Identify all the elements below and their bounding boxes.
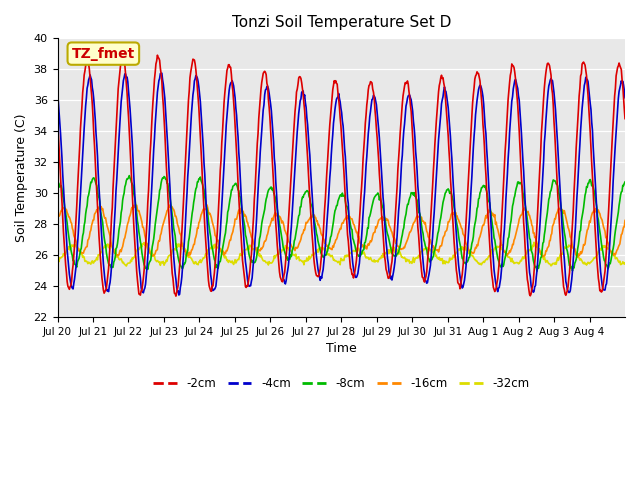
Text: TZ_fmet: TZ_fmet [72,47,135,60]
Y-axis label: Soil Temperature (C): Soil Temperature (C) [15,113,28,242]
X-axis label: Time: Time [326,342,356,355]
Legend: -2cm, -4cm, -8cm, -16cm, -32cm: -2cm, -4cm, -8cm, -16cm, -32cm [148,372,534,395]
Title: Tonzi Soil Temperature Set D: Tonzi Soil Temperature Set D [232,15,451,30]
